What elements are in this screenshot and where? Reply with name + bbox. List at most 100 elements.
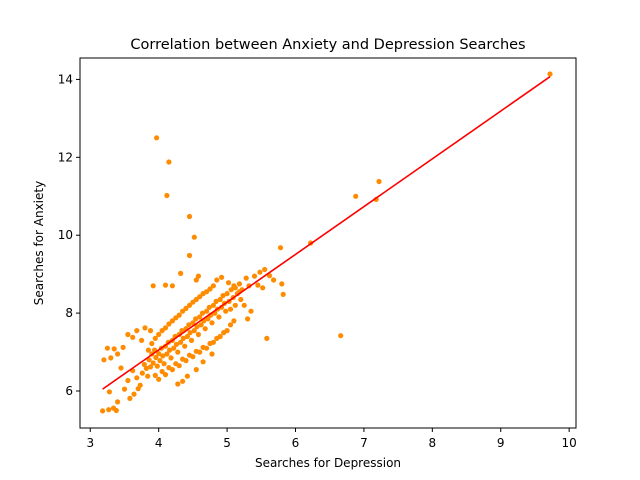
data-point xyxy=(162,325,169,331)
data-point xyxy=(214,277,220,283)
data-point xyxy=(175,381,181,387)
data-point xyxy=(154,363,160,369)
data-point xyxy=(224,291,230,297)
data-point xyxy=(159,368,165,375)
data-point xyxy=(183,358,189,364)
data-point xyxy=(100,408,106,414)
data-point xyxy=(166,321,172,327)
data-point xyxy=(191,234,197,240)
data-point xyxy=(271,277,277,283)
y-axis: 6 8 10 12 14 xyxy=(58,72,80,398)
data-point xyxy=(376,178,382,185)
data-point xyxy=(171,345,177,351)
data-point xyxy=(153,354,159,361)
data-point xyxy=(193,367,199,373)
data-point xyxy=(115,351,121,357)
data-point xyxy=(188,337,195,343)
data-point xyxy=(206,304,212,310)
trendline-group xyxy=(102,76,551,390)
data-point xyxy=(202,326,208,332)
data-point xyxy=(118,365,124,371)
x-tick-label: 7 xyxy=(360,436,368,450)
data-point xyxy=(220,293,226,299)
data-point xyxy=(193,277,199,283)
data-points xyxy=(100,71,553,414)
data-point xyxy=(204,308,210,314)
x-axis: 3 4 5 6 7 8 9 10 xyxy=(86,428,577,450)
data-point xyxy=(106,389,112,395)
y-tick-label: 14 xyxy=(58,72,73,86)
data-point xyxy=(236,281,242,287)
data-point xyxy=(243,275,249,281)
data-point xyxy=(180,378,186,384)
data-point xyxy=(277,245,284,251)
data-point xyxy=(262,266,268,273)
data-point xyxy=(219,274,225,280)
trendline xyxy=(102,76,551,390)
data-point xyxy=(190,320,196,326)
data-point xyxy=(178,339,184,345)
data-point xyxy=(141,361,147,368)
data-point xyxy=(224,328,230,334)
data-point xyxy=(209,320,215,326)
plot-frame xyxy=(79,57,577,429)
data-point xyxy=(251,273,258,279)
x-axis-label: Searches for Depression xyxy=(255,456,401,470)
data-point xyxy=(186,252,193,259)
data-point xyxy=(111,346,117,352)
data-point xyxy=(166,159,172,165)
data-point xyxy=(147,328,154,334)
data-point xyxy=(225,280,232,286)
data-point xyxy=(241,302,247,308)
data-point xyxy=(134,375,140,381)
data-point xyxy=(353,193,359,199)
chart-title: Correlation between Anxiety and Depressi… xyxy=(130,37,525,53)
data-point xyxy=(209,351,215,357)
data-point xyxy=(198,322,204,328)
data-point xyxy=(205,316,211,322)
data-point xyxy=(131,391,137,397)
data-point xyxy=(227,306,234,312)
data-point xyxy=(120,344,126,350)
data-point xyxy=(168,355,174,361)
data-point xyxy=(186,213,193,220)
data-point xyxy=(178,270,184,276)
data-point xyxy=(217,296,223,303)
data-point xyxy=(197,349,203,355)
data-point xyxy=(130,334,136,340)
x-tick-label: 9 xyxy=(497,436,505,450)
data-point xyxy=(152,372,158,378)
data-point xyxy=(223,308,229,314)
y-tick-label: 8 xyxy=(65,306,73,320)
data-point xyxy=(127,395,133,401)
y-tick-label: 6 xyxy=(65,384,73,398)
data-point xyxy=(139,370,145,376)
data-point xyxy=(150,283,156,289)
data-point xyxy=(195,331,201,338)
data-point xyxy=(162,372,169,378)
data-point xyxy=(125,377,131,384)
data-point xyxy=(104,345,110,351)
data-point xyxy=(173,341,180,347)
data-point xyxy=(193,316,199,322)
data-point xyxy=(210,302,216,308)
data-point xyxy=(101,357,107,363)
data-point xyxy=(255,282,261,288)
data-point xyxy=(232,302,238,308)
data-point xyxy=(248,308,254,314)
data-point xyxy=(191,328,197,334)
y-axis-label: Searches for Anxiety xyxy=(32,181,46,305)
data-point xyxy=(152,335,158,341)
data-point xyxy=(207,286,213,292)
data-point xyxy=(175,349,181,355)
data-point xyxy=(137,382,143,388)
data-point xyxy=(142,325,148,331)
data-point xyxy=(200,359,206,365)
x-tick-label: 3 xyxy=(86,436,94,450)
data-point xyxy=(199,310,206,316)
data-point xyxy=(260,285,266,291)
data-point xyxy=(154,135,160,141)
data-point xyxy=(204,345,210,351)
data-point xyxy=(195,273,201,279)
data-point xyxy=(150,360,156,366)
